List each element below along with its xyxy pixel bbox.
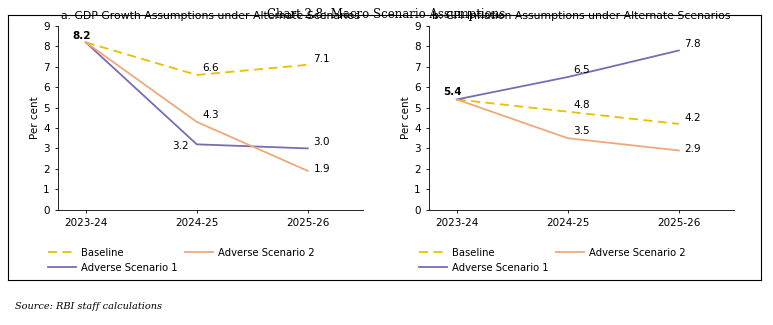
Text: 5.4: 5.4 xyxy=(444,87,462,98)
Text: 7.8: 7.8 xyxy=(684,39,701,49)
Text: 3.0: 3.0 xyxy=(313,137,330,148)
Text: Chart 2.8: Macro Scenario Assumptions: Chart 2.8: Macro Scenario Assumptions xyxy=(267,8,506,21)
Text: 6.6: 6.6 xyxy=(203,63,219,73)
Text: 6.5: 6.5 xyxy=(574,65,590,75)
Text: 1.9: 1.9 xyxy=(313,164,330,174)
Y-axis label: Per cent: Per cent xyxy=(401,97,411,139)
Text: 4.8: 4.8 xyxy=(574,100,590,110)
Text: 4.3: 4.3 xyxy=(203,110,219,120)
Text: 2.9: 2.9 xyxy=(684,144,701,153)
Text: 4.2: 4.2 xyxy=(684,113,701,123)
Title: a. GDP Growth Assumptions under Alternate Scenarios: a. GDP Growth Assumptions under Alternat… xyxy=(61,11,360,21)
Text: 8.2: 8.2 xyxy=(73,31,91,41)
Y-axis label: Per cent: Per cent xyxy=(30,97,40,139)
Text: 3.2: 3.2 xyxy=(172,141,189,151)
Legend: Baseline, Adverse Scenario 1, Adverse Scenario 2: Baseline, Adverse Scenario 1, Adverse Sc… xyxy=(419,248,686,273)
Text: Source: RBI staff calculations: Source: RBI staff calculations xyxy=(15,302,162,311)
Text: 3.5: 3.5 xyxy=(574,126,590,136)
Title: b. CPI Inflation Assumptions under Alternate Scenarios: b. CPI Inflation Assumptions under Alter… xyxy=(432,11,731,21)
Legend: Baseline, Adverse Scenario 1, Adverse Scenario 2: Baseline, Adverse Scenario 1, Adverse Sc… xyxy=(48,248,315,273)
Text: 7.1: 7.1 xyxy=(313,54,330,64)
